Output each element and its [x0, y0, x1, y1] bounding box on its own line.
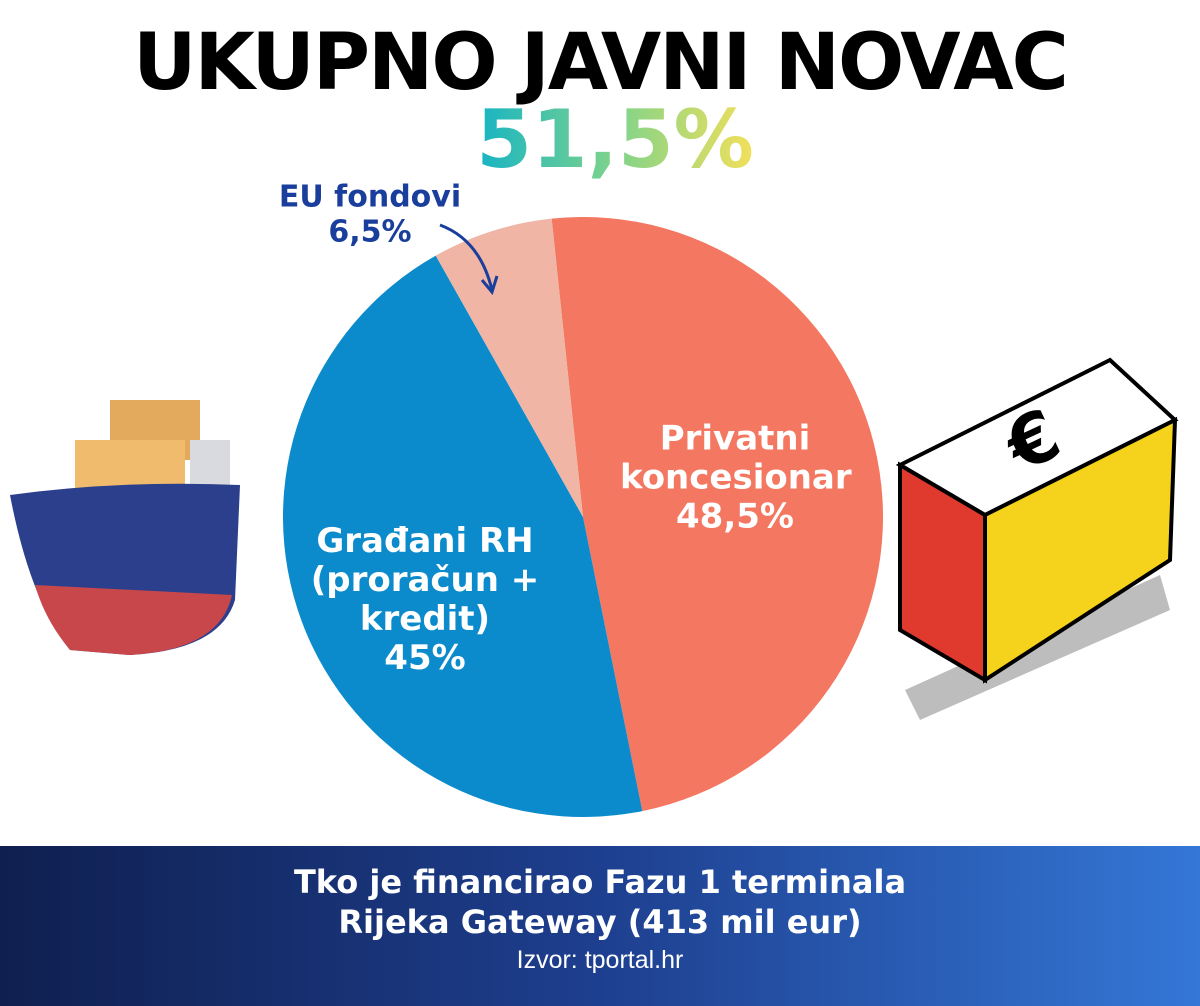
pie-slice	[435, 218, 583, 517]
container-icon: €	[895, 357, 1179, 720]
slice-label: Građani RH (proračun + kredit) 45%	[295, 520, 555, 679]
category-label: Građani RH (proračun + kredit)	[310, 520, 540, 639]
ship-icon	[10, 400, 240, 655]
caption: Tko je financirao Fazu 1 terminala Rijek…	[293, 863, 907, 941]
chart: 51,5% €	[10, 93, 1179, 817]
pie-slice	[282, 255, 643, 817]
slice-label: Privatni koncesionar 48,5%	[620, 418, 852, 537]
slice-label: EU fondovi 6,5%	[250, 179, 490, 250]
value-label: 48,5%	[676, 496, 794, 537]
pie	[282, 216, 884, 817]
footer: Tko je financirao Fazu 1 terminala Rijek…	[0, 846, 1200, 1006]
chart-title: UKUPNO JAVNI NOVAC	[133, 18, 1069, 108]
value-label: 45%	[384, 638, 466, 679]
subtitle: 51,5%	[476, 93, 754, 186]
category-label: Privatni koncesionar	[620, 418, 852, 498]
arrow	[439, 223, 494, 291]
value-label: 6,5%	[328, 214, 412, 249]
source: Izvor: tportal.hr	[516, 946, 684, 974]
category-label: EU fondovi	[278, 179, 462, 215]
arrow-head	[480, 275, 499, 296]
pie-slice	[551, 216, 884, 812]
